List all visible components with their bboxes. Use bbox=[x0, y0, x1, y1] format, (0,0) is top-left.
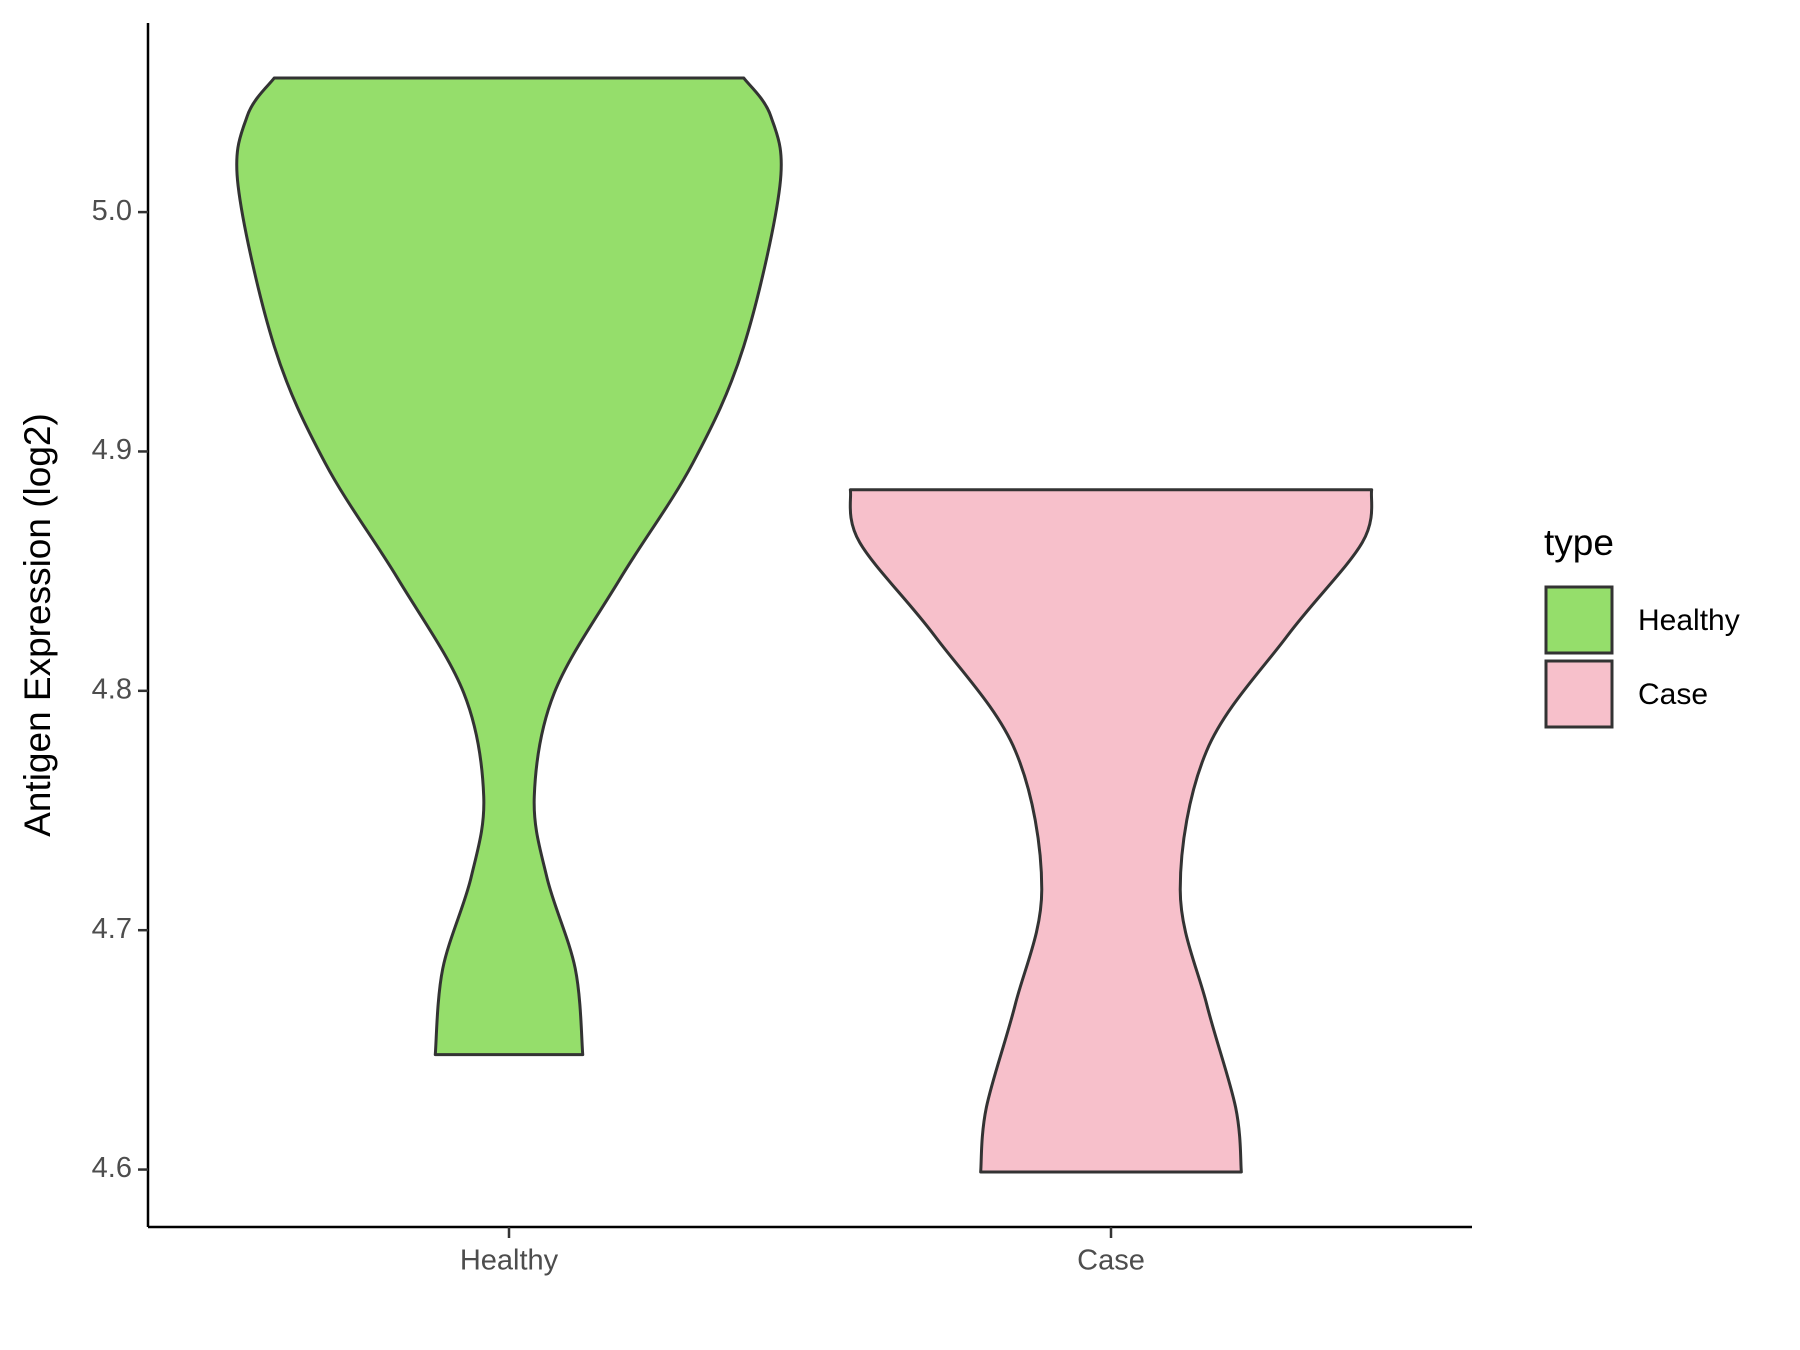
violin bbox=[235, 76, 783, 1057]
legend-key bbox=[1544, 659, 1614, 729]
y-tick-label: 4.7 bbox=[92, 913, 132, 945]
y-axis-title: Antigen Expression (log2) bbox=[17, 413, 58, 837]
violin bbox=[848, 488, 1374, 1174]
y-tick-label: 4.9 bbox=[92, 434, 132, 466]
y-tick-label: 4.8 bbox=[92, 673, 132, 705]
legend-label: Case bbox=[1638, 678, 1708, 711]
legend-title: type bbox=[1544, 522, 1614, 563]
x-tick-label: Case bbox=[1077, 1245, 1145, 1277]
x-tick-label: Healthy bbox=[460, 1245, 559, 1277]
legend-key bbox=[1544, 585, 1614, 655]
y-tick-label: 4.6 bbox=[92, 1152, 132, 1184]
y-tick-label: 5.0 bbox=[92, 195, 132, 227]
legend-label: Healthy bbox=[1638, 604, 1740, 637]
